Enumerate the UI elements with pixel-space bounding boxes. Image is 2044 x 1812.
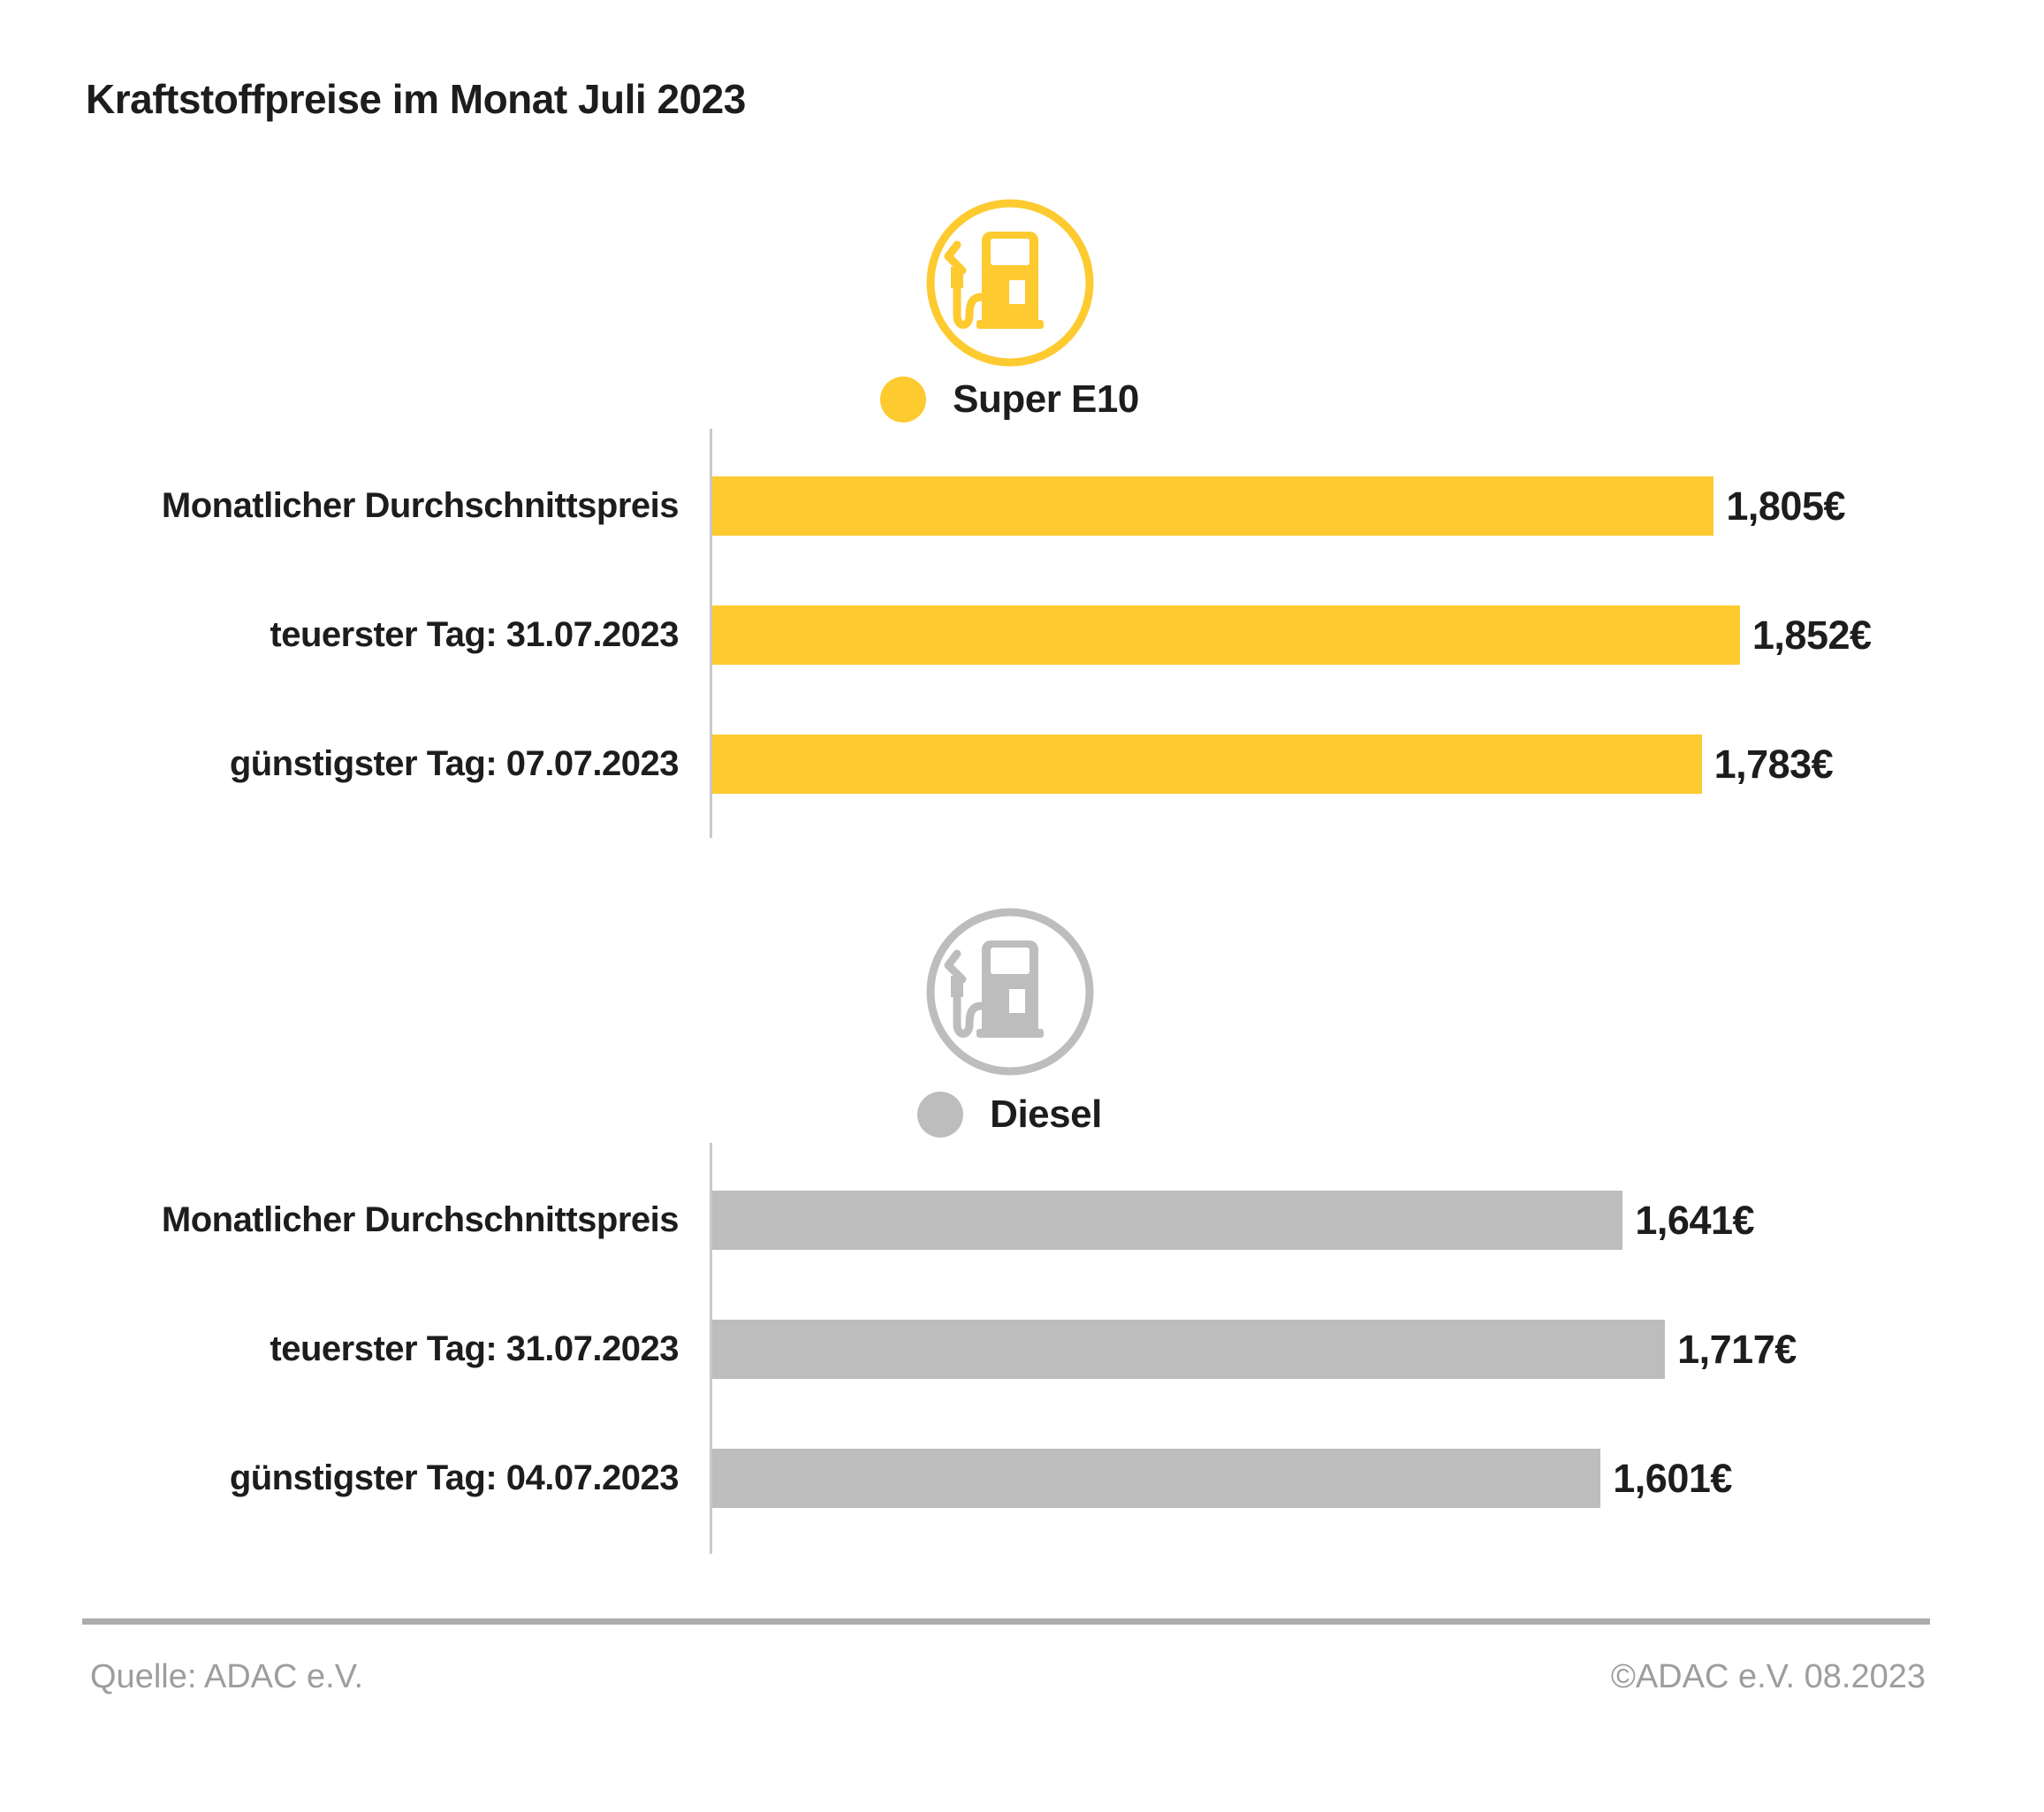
bar-value: 1,852€	[1751, 612, 1872, 658]
super-e10-chart: Monatlicher Durchschnittspreis 1,805€ te…	[0, 429, 2044, 838]
bar-label: teuerster Tag: 31.07.2023	[270, 1329, 679, 1368]
bar-label: günstigster Tag: 04.07.2023	[229, 1458, 680, 1497]
bar-value: 1,641€	[1635, 1197, 1755, 1243]
diesel-legend: Diesel	[0, 1092, 2019, 1138]
super-e10-icon-wrap	[0, 194, 2019, 371]
super-e10-legend: Super E10	[0, 377, 2019, 423]
bar-label: Monatlicher Durchschnittspreis	[161, 486, 680, 525]
bar	[712, 1449, 1601, 1508]
bar-label: teuerster Tag: 31.07.2023	[270, 615, 679, 654]
diesel-chart: Monatlicher Durchschnittspreis 1,641€ te…	[0, 1143, 2044, 1554]
fuel-pump-icon	[926, 908, 1093, 1076]
footer-source: Quelle: ADAC e.V.	[90, 1658, 364, 1695]
bar-row: Monatlicher Durchschnittspreis 1,641€	[0, 1191, 2044, 1250]
bar	[712, 605, 1740, 665]
bar-row: günstigster Tag: 07.07.2023 1,783€	[0, 735, 2044, 794]
bar-label: Monatlicher Durchschnittspreis	[161, 1200, 680, 1239]
bar-row: Monatlicher Durchschnittspreis 1,805€	[0, 476, 2044, 536]
legend-dot	[880, 377, 927, 423]
bar-value: 1,783€	[1713, 741, 1834, 787]
bar	[712, 1320, 1666, 1379]
bar-value: 1,805€	[1726, 483, 1846, 529]
footer-copyright: ©ADAC e.V. 08.2023	[1610, 1658, 1926, 1695]
bar-row: teuerster Tag: 31.07.2023 1,717€	[0, 1320, 2044, 1379]
axis-line	[710, 1143, 712, 1554]
bar	[712, 1191, 1623, 1250]
legend-label: Diesel	[990, 1093, 1102, 1136]
bar-label: günstigster Tag: 07.07.2023	[229, 744, 680, 783]
legend-label: Super E10	[953, 377, 1139, 421]
legend-dot	[917, 1092, 964, 1138]
bar-value: 1,717€	[1677, 1326, 1797, 1372]
fuel-pump-icon	[926, 199, 1093, 367]
bar-row: teuerster Tag: 31.07.2023 1,852€	[0, 605, 2044, 665]
page-title: Kraftstoffpreise im Monat Juli 2023	[86, 75, 746, 122]
axis-line	[710, 429, 712, 838]
bar	[712, 735, 1702, 794]
diesel-icon-wrap	[0, 903, 2019, 1080]
bar-value: 1,601€	[1613, 1455, 1732, 1501]
footer-divider	[82, 1618, 1930, 1625]
bar-row: günstigster Tag: 04.07.2023 1,601€	[0, 1449, 2044, 1508]
bar	[712, 476, 1714, 536]
